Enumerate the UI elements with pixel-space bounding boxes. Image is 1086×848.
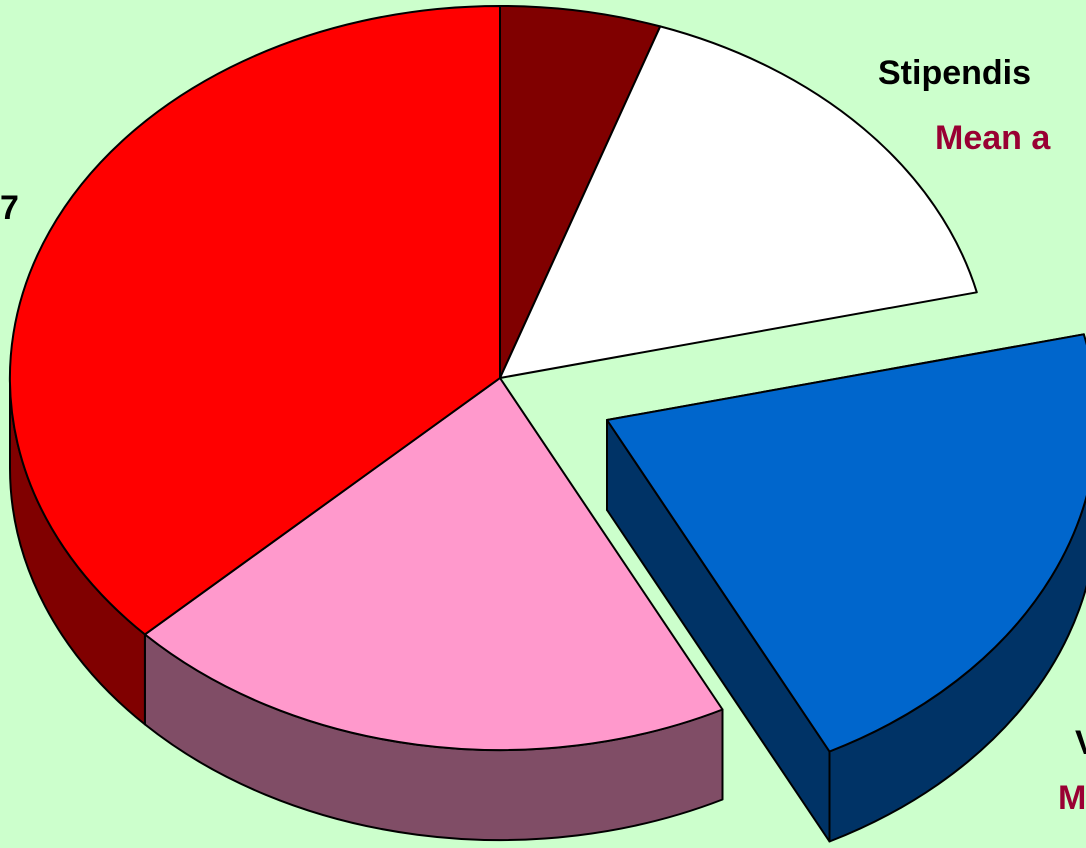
data-label: V [1075, 724, 1086, 762]
data-label: Stipendis [878, 54, 1031, 92]
slice [606, 333, 1086, 753]
slice [8, 5, 501, 636]
data-label: M [1058, 779, 1086, 817]
slice [499, 25, 978, 379]
data-label: Mean a [935, 119, 1051, 157]
slice [499, 4, 662, 379]
data-label: 7 [0, 189, 19, 227]
slice [143, 377, 724, 752]
